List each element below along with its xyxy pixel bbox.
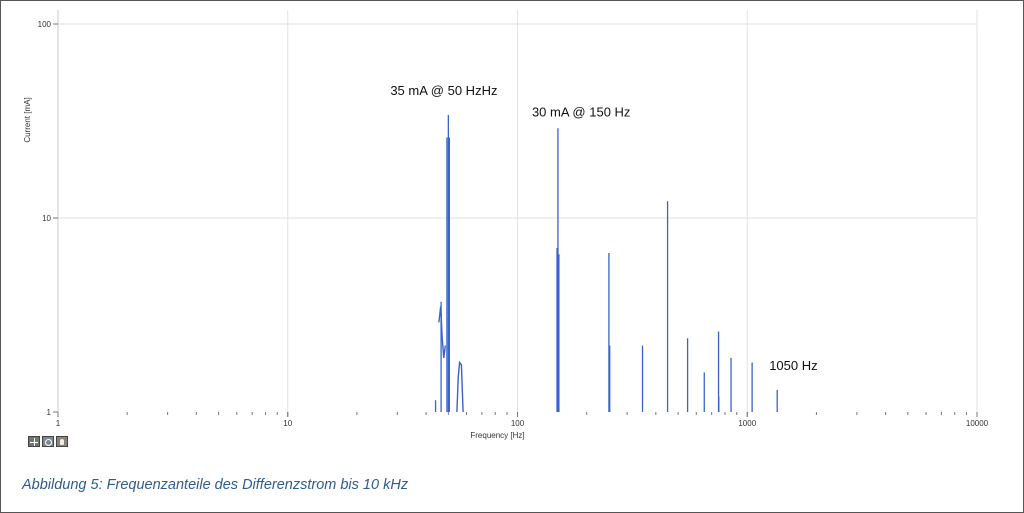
y-tick-label: 100 bbox=[38, 20, 52, 29]
spectrum-sidelobe bbox=[438, 306, 446, 358]
pan-tool-icon[interactable] bbox=[56, 436, 68, 447]
x-tick-label: 1 bbox=[56, 419, 61, 428]
spectrum-chart: 1 10 100 1000 10000 1 10 100 Frequency [Hz] Curre… bbox=[23, 10, 989, 440]
y-axis-title: Current [mA] bbox=[23, 97, 32, 142]
peak-annotation: 1050 Hz bbox=[769, 358, 817, 373]
x-tick-label: 1000 bbox=[738, 419, 756, 428]
crosshair-tool-icon[interactable] bbox=[28, 436, 40, 447]
zoom-tool-icon[interactable] bbox=[42, 436, 54, 447]
x-tick-label: 10000 bbox=[966, 419, 989, 428]
x-tick-label: 100 bbox=[511, 419, 525, 428]
y-tick-label: 10 bbox=[42, 214, 51, 223]
figure-caption: Abbildung 5: Frequenzanteile des Differe… bbox=[22, 477, 409, 493]
peak-annotation: 30 mA @ 150 Hz bbox=[532, 104, 630, 119]
peak-annotation: 35 mA @ 50 HzHz bbox=[390, 83, 497, 98]
x-axis-title: Frequency [Hz] bbox=[470, 431, 524, 440]
y-tick-label: 1 bbox=[47, 408, 52, 417]
x-tick-label: 10 bbox=[283, 419, 292, 428]
spectrum-sidelobe bbox=[456, 360, 464, 413]
chart-toolbar bbox=[28, 436, 68, 447]
